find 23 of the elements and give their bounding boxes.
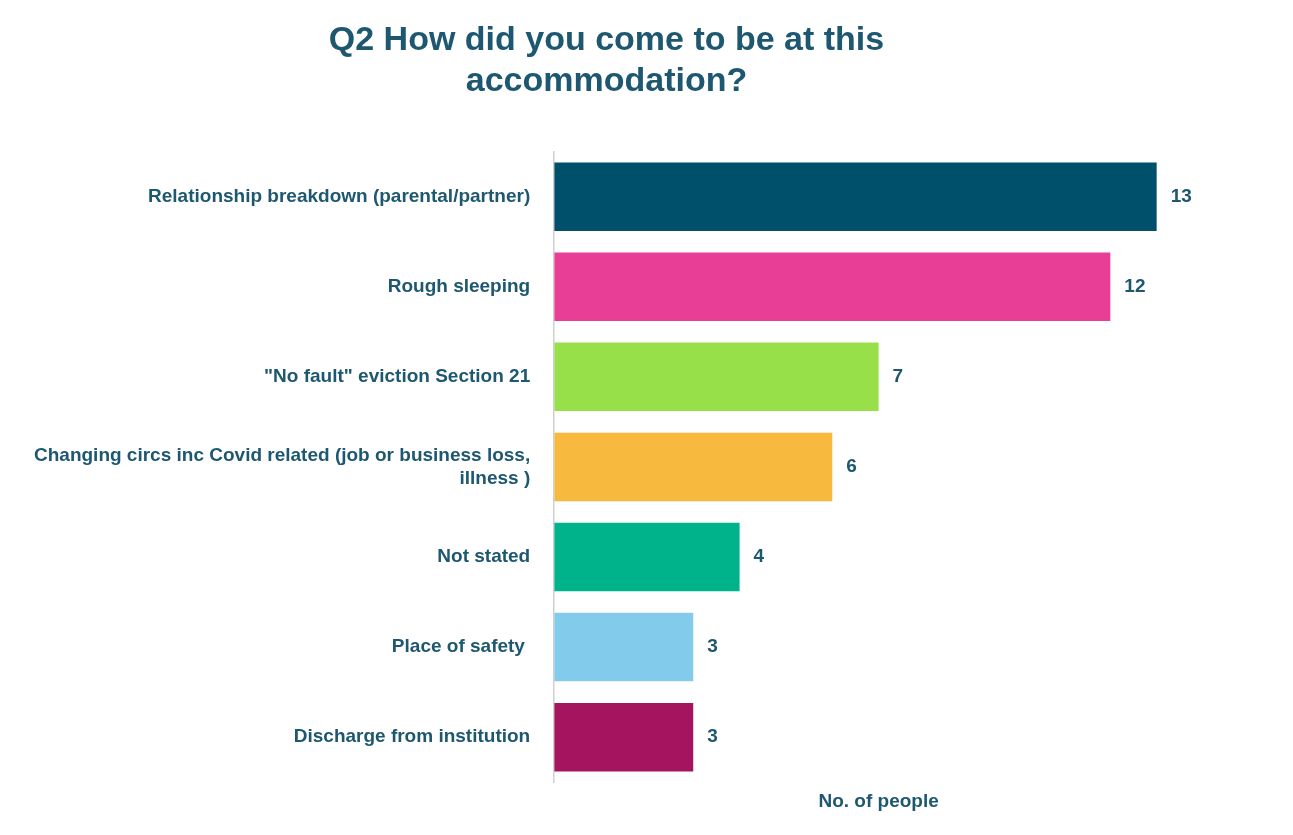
y-tick-label: "No fault" eviction Section 21 xyxy=(264,365,531,387)
data-label: 13 xyxy=(1170,184,1192,206)
bar xyxy=(554,432,833,502)
data-label: 3 xyxy=(707,635,718,657)
y-tick-label: Not stated xyxy=(437,545,531,567)
y-tick-label: Place of safety xyxy=(391,635,531,657)
bar xyxy=(554,612,694,682)
y-tick-label: Rough sleeping xyxy=(387,274,531,296)
chart-title: Q2 How did you come to be at this accommodation? xyxy=(328,18,885,98)
y-tick-label: Discharge from institution xyxy=(293,725,531,747)
bar xyxy=(554,162,1157,231)
data-label: 6 xyxy=(846,455,857,477)
data-label: 4 xyxy=(753,545,765,567)
bar xyxy=(554,252,1111,321)
y-tick-label: Relationship breakdown (parental/partner) xyxy=(148,184,531,206)
x-axis-title: No. of people xyxy=(818,789,939,811)
bar xyxy=(554,522,740,592)
data-label: 7 xyxy=(892,365,904,387)
bar xyxy=(554,702,694,772)
data-label: 3 xyxy=(707,725,718,747)
data-label: 12 xyxy=(1124,274,1146,296)
bar xyxy=(554,342,879,412)
y-tick-label: Changing circs inc Covid related (job or business loss, illness ) xyxy=(34,443,531,488)
